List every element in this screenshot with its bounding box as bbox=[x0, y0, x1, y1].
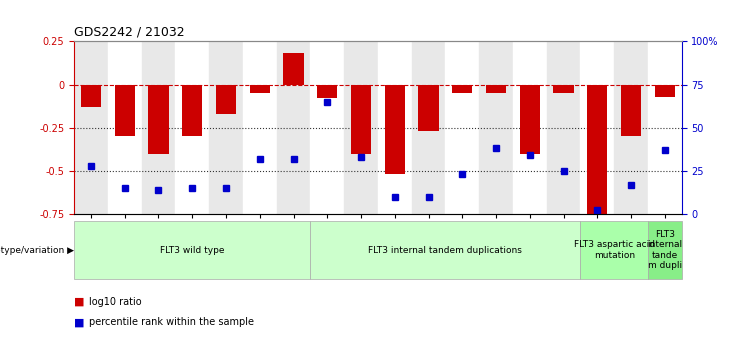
Bar bbox=[587, 85, 608, 219]
Text: FLT3
internal
tande
m dupli: FLT3 internal tande m dupli bbox=[648, 230, 682, 270]
Bar bbox=[519, 85, 540, 154]
Bar bbox=[310, 41, 344, 214]
Bar bbox=[648, 221, 682, 279]
Bar bbox=[209, 41, 243, 214]
Bar bbox=[655, 85, 675, 97]
Bar bbox=[351, 85, 371, 154]
Bar bbox=[452, 85, 473, 93]
Bar bbox=[74, 41, 108, 214]
Bar bbox=[283, 53, 304, 85]
Bar bbox=[648, 41, 682, 214]
Text: ■: ■ bbox=[74, 317, 84, 327]
Bar bbox=[547, 41, 580, 214]
Bar bbox=[344, 41, 378, 214]
Bar bbox=[614, 41, 648, 214]
Bar bbox=[310, 221, 580, 279]
Bar bbox=[385, 85, 405, 174]
Text: genotype/variation ▶: genotype/variation ▶ bbox=[0, 246, 74, 255]
Text: FLT3 aspartic acid
mutation: FLT3 aspartic acid mutation bbox=[574, 240, 655, 260]
Bar bbox=[243, 41, 276, 214]
Bar bbox=[580, 221, 648, 279]
Bar bbox=[216, 85, 236, 114]
Bar bbox=[412, 41, 445, 214]
Bar bbox=[250, 85, 270, 93]
Bar bbox=[115, 85, 135, 136]
Bar bbox=[317, 85, 337, 98]
Bar bbox=[276, 41, 310, 214]
Text: FLT3 internal tandem duplications: FLT3 internal tandem duplications bbox=[368, 246, 522, 255]
Bar bbox=[479, 41, 513, 214]
Bar bbox=[176, 41, 209, 214]
Text: percentile rank within the sample: percentile rank within the sample bbox=[89, 317, 254, 327]
Text: FLT3 wild type: FLT3 wild type bbox=[160, 246, 225, 255]
Text: log10 ratio: log10 ratio bbox=[89, 297, 142, 307]
Bar bbox=[486, 85, 506, 93]
Bar bbox=[445, 41, 479, 214]
Bar bbox=[108, 41, 142, 214]
Bar bbox=[513, 41, 547, 214]
Bar bbox=[621, 85, 641, 136]
Bar bbox=[580, 41, 614, 214]
Bar bbox=[182, 85, 202, 136]
Bar bbox=[74, 221, 310, 279]
Bar bbox=[142, 41, 176, 214]
Bar bbox=[148, 85, 169, 154]
Bar bbox=[554, 85, 574, 93]
Text: ■: ■ bbox=[74, 297, 84, 307]
Bar bbox=[81, 85, 101, 107]
Bar bbox=[378, 41, 412, 214]
Bar bbox=[419, 85, 439, 131]
Text: GDS2242 / 21032: GDS2242 / 21032 bbox=[74, 26, 185, 39]
